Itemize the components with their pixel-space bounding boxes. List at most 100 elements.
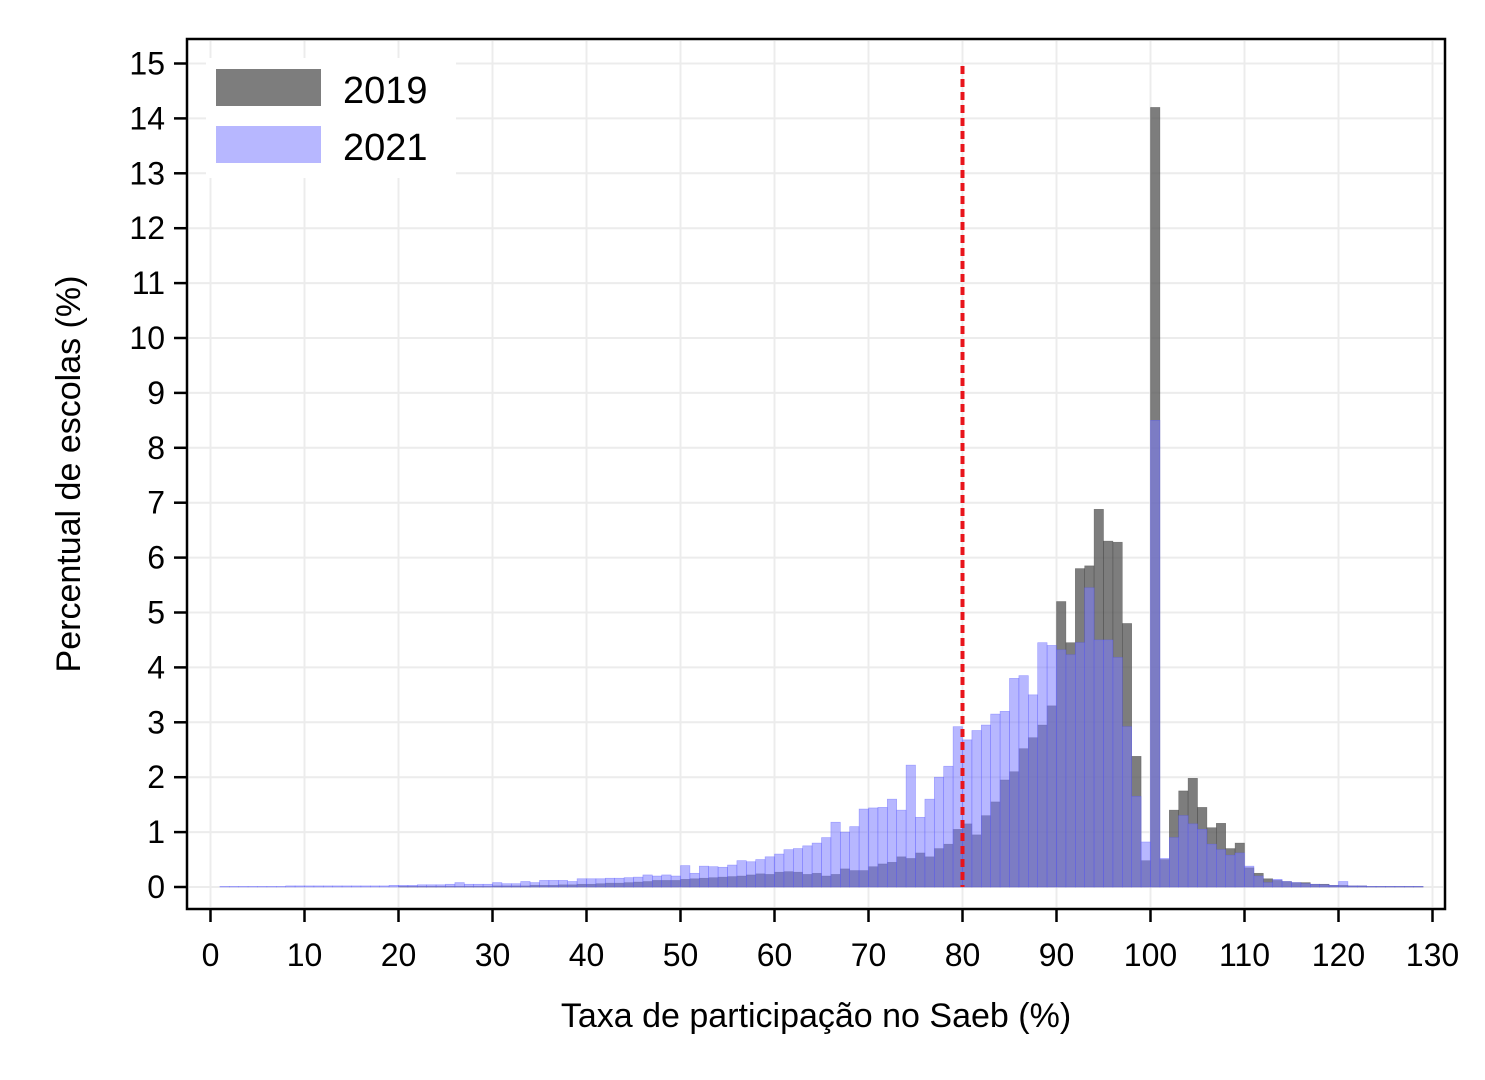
bar-2021 [247,886,258,888]
bar-2021 [1263,882,1274,888]
bar-2021 [1028,694,1039,888]
bar-2021 [322,885,333,888]
bar-2021 [990,713,1001,888]
bar-2021 [492,882,503,888]
bar-2021 [435,884,446,888]
bar-2021 [868,807,879,888]
y-tick-label: 12 [129,210,165,246]
bar-2021 [1413,886,1424,888]
x-tick-label: 30 [475,937,511,973]
bar-2021 [727,864,738,888]
bar-2021 [586,878,597,888]
bar-2021 [567,881,578,888]
bar-2021 [1216,849,1227,888]
bar-2021 [745,861,756,888]
bar-2021 [229,886,240,888]
bar-2021 [1338,881,1349,888]
bar-2021 [877,807,888,888]
bar-2021 [971,730,982,888]
y-axis-title: Percentual de escolas (%) [50,276,88,673]
bar-2021 [1375,886,1386,888]
bar-2021 [689,872,700,888]
bar-2021 [915,816,926,888]
bar-2021 [1159,858,1170,888]
y-tick-label: 2 [147,759,165,795]
x-tick-label: 120 [1312,937,1365,973]
bar-2021 [1169,837,1180,888]
bar-2021 [341,885,352,888]
bar-2021 [463,883,474,888]
bar-2021 [849,826,860,888]
bar-2021 [642,874,653,888]
bar-2021 [783,849,794,888]
bar-2021 [557,880,568,888]
bar-2021 [548,880,559,888]
bar-2021 [1310,883,1321,888]
bar-2021 [1291,882,1302,888]
y-tick-label: 14 [129,100,165,136]
bar-2021 [1197,829,1208,888]
bar-2021 [1244,865,1255,888]
y-tick-label: 13 [129,155,165,191]
bar-2021 [1084,587,1095,888]
bar-2021 [1404,886,1415,888]
bar-2021 [614,877,625,888]
y-tick-label: 1 [147,814,165,850]
y-tick-label: 4 [147,649,165,685]
series-2021-bars [219,420,1424,888]
bar-2021 [821,837,832,888]
y-tick-label: 11 [132,265,165,301]
bar-2021 [604,877,615,888]
bar-2021 [1394,886,1405,888]
bar-2021 [351,885,362,888]
legend-swatch-2019 [216,69,321,106]
bar-2021 [1112,657,1123,888]
bar-2021 [313,885,324,888]
bar-2021 [1253,875,1264,888]
bar-2021 [736,860,747,888]
bar-2021 [1178,815,1189,888]
x-tick-label: 10 [287,937,323,973]
x-tick-label: 90 [1039,937,1075,973]
bar-2021 [1018,675,1029,888]
bar-2021 [802,845,813,888]
bar-2021 [257,886,268,888]
bar-2021 [1300,883,1311,888]
bar-2021 [266,886,277,888]
bar-2021 [661,874,672,888]
bar-2021 [454,882,465,888]
bar-2021 [1272,879,1283,888]
bar-2021 [1065,654,1076,888]
x-tick-label: 50 [663,937,699,973]
bar-2021 [1056,649,1067,888]
bar-2021 [1140,841,1151,888]
bar-2021 [1131,796,1142,888]
bar-2021 [1150,420,1161,888]
bar-2021 [576,878,587,888]
bar-2021 [595,878,606,888]
bar-2021 [830,821,841,888]
bar-2021 [529,882,540,888]
bar-2021 [623,877,634,888]
bar-2021 [1206,843,1217,888]
bar-2021 [670,875,681,888]
x-tick-label: 110 [1219,937,1270,973]
bar-2021 [1122,726,1133,888]
bar-2021 [510,883,521,888]
bar-2021 [1328,885,1339,888]
bar-2021 [774,853,785,888]
bar-2021 [708,866,719,888]
bar-2021 [1075,642,1086,888]
legend-label-2019: 2019 [343,70,428,112]
bar-2021 [1385,886,1396,888]
y-tick-label: 7 [147,485,165,521]
bar-2021 [416,884,427,888]
y-tick-label: 9 [147,375,165,411]
plot-frame [185,37,1447,911]
legend-swatch-2021 [216,126,321,163]
y-tick-label: 10 [129,320,165,356]
y-tick-label: 3 [147,704,165,740]
bar-2021 [924,798,935,888]
bar-2021 [501,883,512,888]
